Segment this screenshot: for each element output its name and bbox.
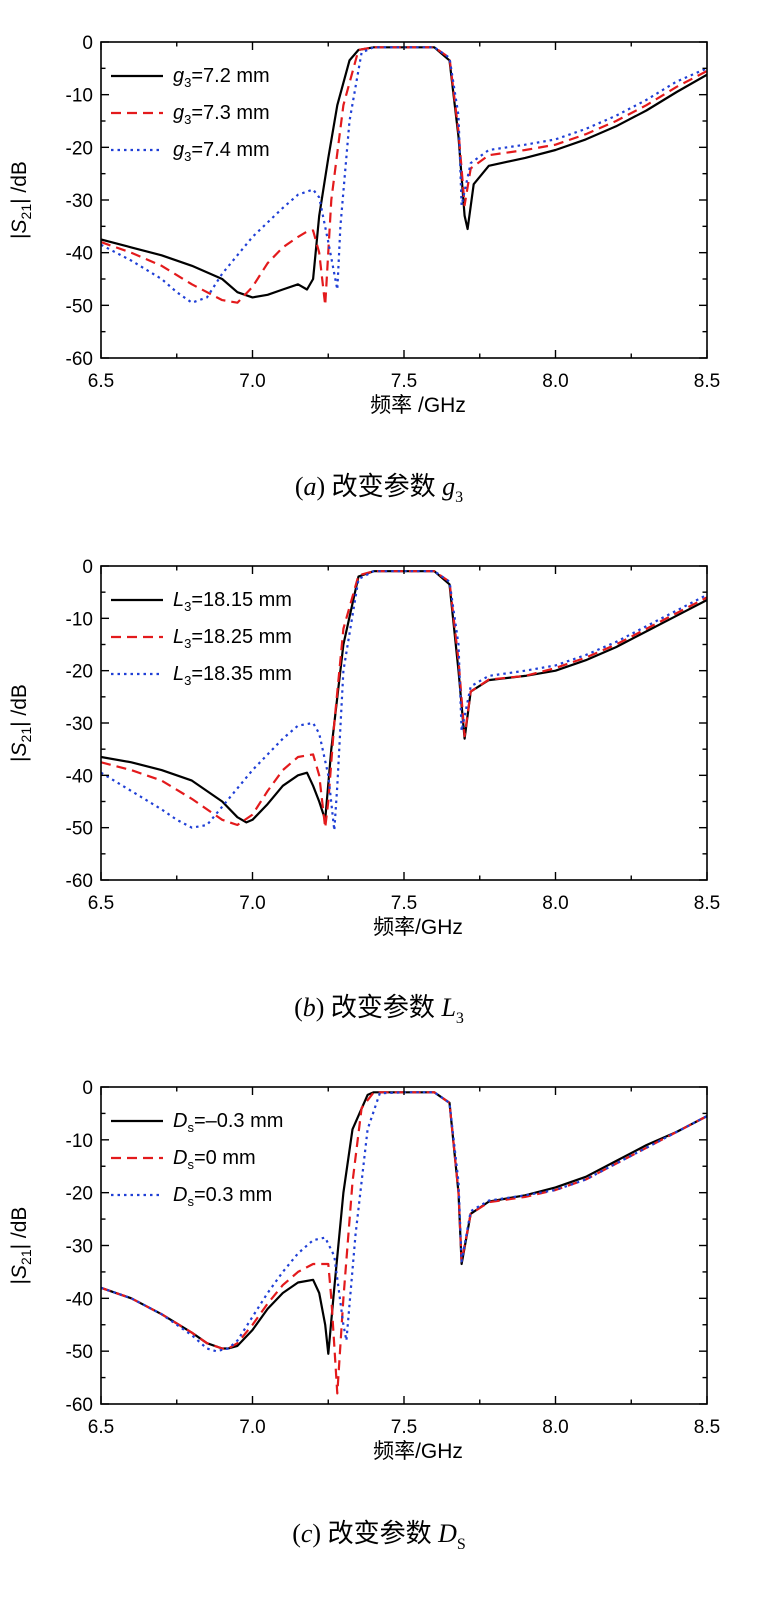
x-tick-label: 8.5 (694, 371, 720, 392)
y-tick-label: -60 (66, 871, 93, 892)
y-tick-label: -50 (66, 819, 93, 840)
series-group (101, 570, 707, 832)
legend-label-1: g3=7.2 mm (173, 65, 270, 90)
x-tick-label: 7.0 (239, 1417, 265, 1438)
y-axis-title: |S21| /dB (8, 161, 34, 239)
x-tick-label: 8.0 (542, 893, 568, 914)
plot-frame (100, 41, 708, 359)
series-group (101, 1091, 707, 1395)
panel-caption: (b) 改变参数 L3 (294, 993, 464, 1027)
x-axis-title: 频率/GHz (373, 916, 463, 939)
legend-label-1: Ds=–0.3 mm (173, 1110, 283, 1135)
legend-label-3: g3=7.4 mm (173, 139, 270, 164)
x-tick-label: 6.5 (88, 371, 114, 392)
series-line-3 (101, 570, 707, 832)
x-tick-label: 8.5 (694, 893, 720, 914)
series-line-2 (101, 1091, 707, 1395)
series-line-3 (101, 1091, 707, 1353)
x-axis-title: 频率 /GHz (370, 394, 466, 417)
panel-caption: (a) 改变参数 g3 (295, 472, 463, 506)
y-tick-label: -50 (66, 296, 93, 317)
series-line-1 (101, 46, 707, 299)
y-tick-label: 0 (82, 33, 93, 54)
series-line-3 (101, 46, 707, 304)
x-tick-label: 6.5 (88, 893, 114, 914)
x-axis-title: 频率/GHz (373, 1440, 463, 1463)
chart-panel-2: 6.5 7.0 7.5 8.0 8.5 0 -10 -20 -30 -40 -50 -60 频率/GHz… (8, 557, 720, 1027)
y-tick-label: -40 (66, 244, 93, 265)
y-tick-label: 0 (82, 557, 93, 578)
y-tick-label: -40 (66, 766, 93, 787)
chart-panel-1: 6.5 7.0 7.5 8.0 8.5 0 -10 -20 -30 -40 -50 -60 频率 /GH… (8, 33, 720, 506)
x-tick-label: 7.5 (391, 371, 417, 392)
series-line-2 (101, 46, 707, 307)
legend-label-3: L3=18.35 mm (173, 663, 292, 688)
legend-label-2: g3=7.3 mm (173, 102, 270, 127)
y-tick-label: -50 (66, 1342, 93, 1363)
legend-label-2: Ds=0 mm (173, 1147, 256, 1172)
x-tick-label: 7.5 (391, 1417, 417, 1438)
legend-label-2: L3=18.25 mm (173, 626, 292, 651)
x-tick-label: 8.0 (542, 371, 568, 392)
series-group (101, 46, 707, 307)
legend: Ds=–0.3 mm Ds=0 mm Ds=0.3 mm (111, 1110, 283, 1209)
y-tick-label: -30 (66, 714, 93, 735)
legend: L3=18.15 mm L3=18.25 mm L3=18.35 mm (111, 589, 292, 688)
y-tick-label: 0 (82, 1078, 93, 1099)
y-tick-label: -10 (66, 86, 93, 107)
y-tick-label: -20 (66, 1184, 93, 1205)
y-tick-label: -30 (66, 1237, 93, 1258)
series-line-1 (101, 570, 707, 824)
y-tick-label: -10 (66, 1131, 93, 1152)
x-tick-label: 7.0 (239, 371, 265, 392)
y-tick-label: -40 (66, 1289, 93, 1310)
chart-panel-3: 6.5 7.0 7.5 8.0 8.5 0 -10 -20 -30 -40 -50 -60 频率/GHz… (8, 1078, 720, 1553)
y-tick-label: -10 (66, 609, 93, 630)
series-line-2 (101, 570, 707, 829)
y-axis-title: |S21| /dB (8, 1207, 34, 1285)
legend-label-1: L3=18.15 mm (173, 589, 292, 614)
x-tick-label: 7.0 (239, 893, 265, 914)
y-tick-label: -60 (66, 1395, 93, 1416)
legend-label-3: Ds=0.3 mm (173, 1184, 272, 1209)
x-tick-label: 8.0 (542, 1417, 568, 1438)
x-tick-label: 7.5 (391, 893, 417, 914)
y-axis-title: |S21| /dB (8, 684, 34, 762)
panel-caption: (c) 改变参数 DS (292, 1519, 466, 1553)
y-tick-label: -20 (66, 662, 93, 683)
y-tick-label: -20 (66, 138, 93, 159)
x-tick-label: 8.5 (694, 1417, 720, 1438)
y-tick-label: -30 (66, 191, 93, 212)
x-tick-label: 6.5 (88, 1417, 114, 1438)
plot-frame (100, 565, 708, 881)
y-tick-label: -60 (66, 349, 93, 370)
legend: g3=7.2 mm g3=7.3 mm g3=7.4 mm (111, 65, 270, 164)
